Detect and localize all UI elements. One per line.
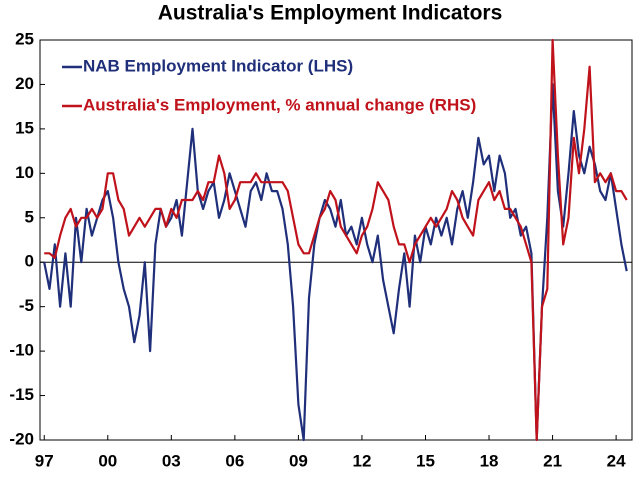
y-tick-label: -20 [9, 429, 34, 448]
plot-frame [39, 39, 633, 441]
series-line [44, 38, 628, 442]
series-line [43, 83, 628, 442]
y-tick-label: -5 [19, 296, 34, 315]
x-tick-label: 24 [607, 451, 626, 470]
x-tick-label: 21 [543, 451, 562, 470]
x-tick-label: 03 [162, 451, 181, 470]
x-tick-label: 18 [480, 451, 499, 470]
y-tick-label: 15 [15, 118, 34, 137]
x-tick-label: 12 [352, 451, 371, 470]
x-tick-label: 97 [35, 451, 54, 470]
y-tick-label: -15 [9, 385, 34, 404]
chart-title: Australia's Employment Indicators [158, 2, 503, 25]
y-tick-label: 20 [15, 74, 34, 93]
y-tick-label: 0 [25, 252, 34, 271]
y-tick-label: -10 [9, 341, 34, 360]
x-tick-label: 15 [416, 451, 435, 470]
y-tick-label: 5 [25, 207, 34, 226]
x-tick-label: 06 [225, 451, 244, 470]
y-tick-label: 10 [15, 163, 34, 182]
x-tick-label: 09 [289, 451, 308, 470]
legend-label: NAB Employment Indicator (LHS) [83, 56, 353, 75]
x-tick-label: 00 [98, 451, 117, 470]
legend-label: Australia's Employment, % annual change … [83, 95, 476, 114]
y-tick-label: 25 [15, 29, 34, 48]
